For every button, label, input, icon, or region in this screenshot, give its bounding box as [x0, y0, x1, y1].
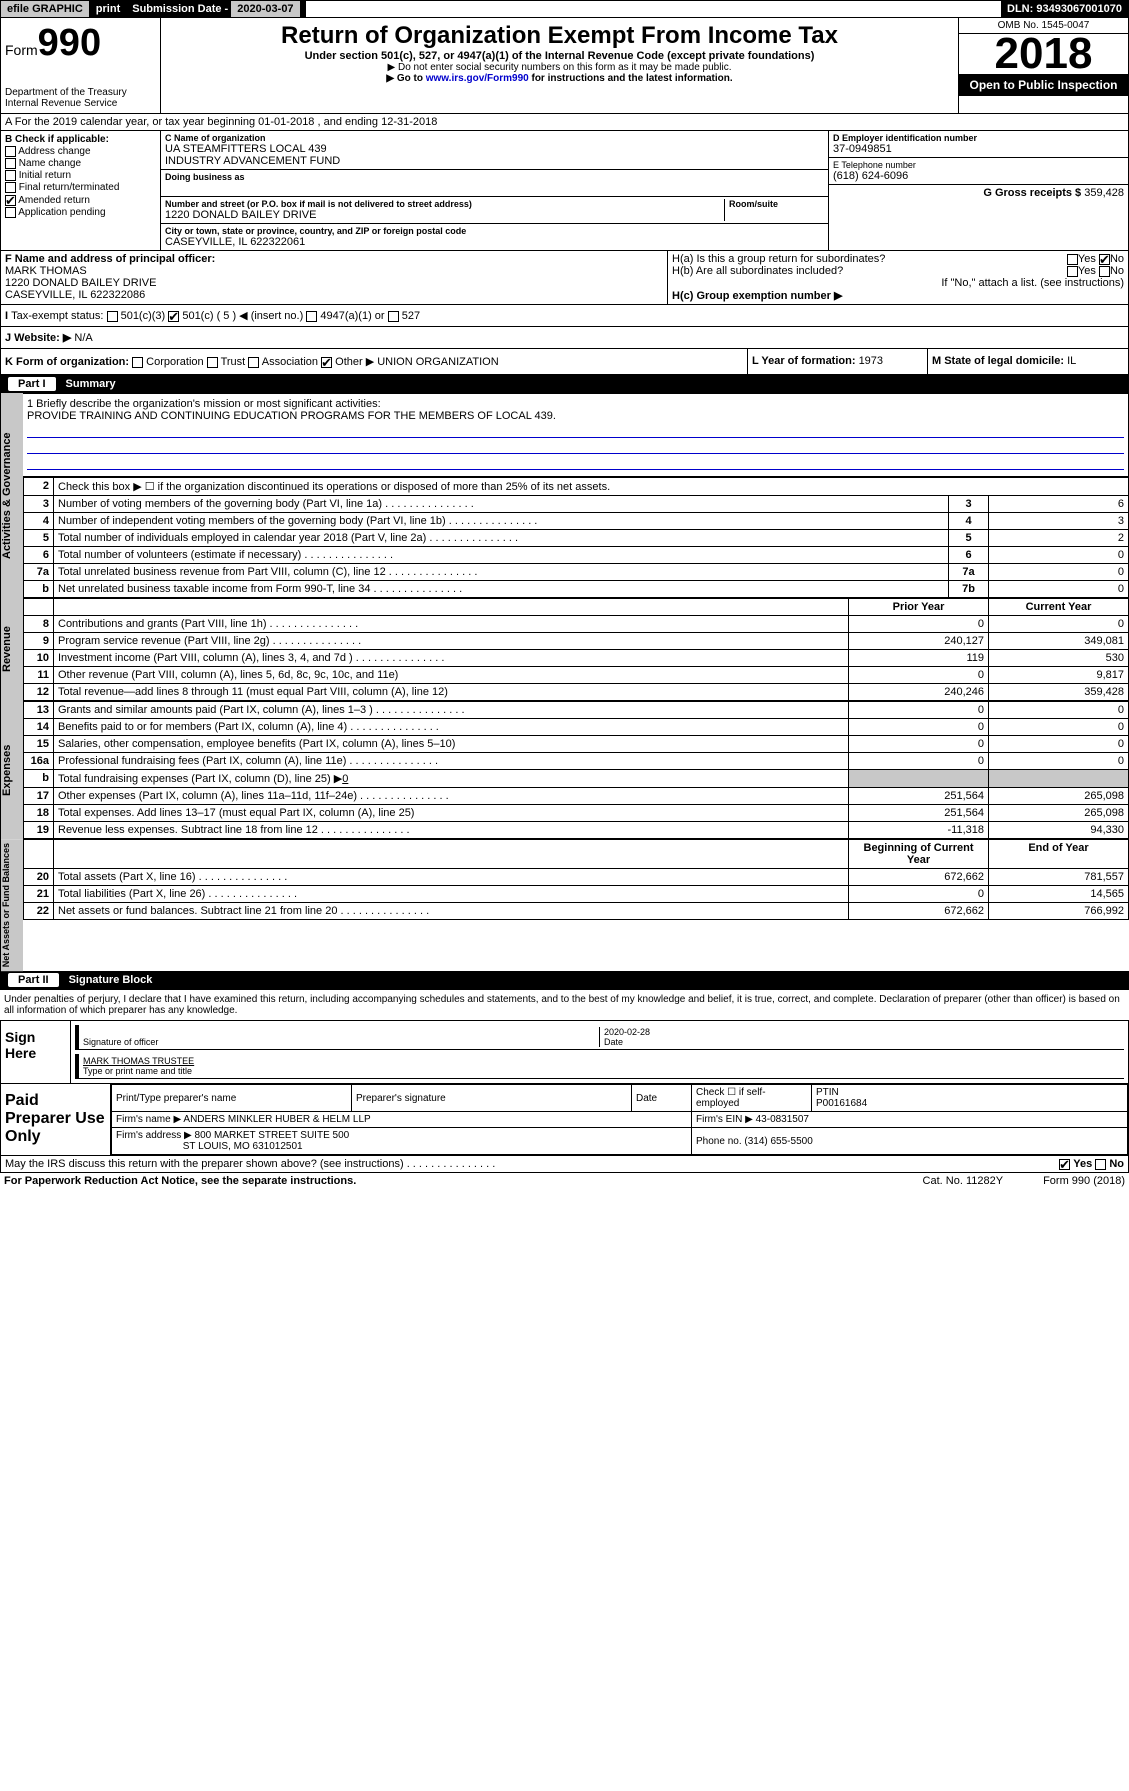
year-cell: OMB No. 1545-0047 2018 Open to Public In…: [958, 18, 1128, 113]
penalty-text: Under penalties of perjury, I declare th…: [0, 989, 1129, 1020]
501c3-checkbox[interactable]: [107, 311, 118, 322]
form-title: Return of Organization Exempt From Incom…: [165, 22, 954, 50]
k-corp[interactable]: [132, 357, 143, 368]
k-trust[interactable]: [207, 357, 218, 368]
klm-row: K Form of organization: Corporation Trus…: [0, 349, 1129, 375]
net-assets-section: Net Assets or Fund Balances Beginning of…: [0, 839, 1129, 971]
form-number-cell: Form990 Department of the Treasury Inter…: [1, 18, 161, 113]
501c-checkbox[interactable]: [168, 311, 179, 322]
footer-row: For Paperwork Reduction Act Notice, see …: [0, 1173, 1129, 1189]
activities-governance: Activities & Governance 1 Briefly descri…: [0, 393, 1129, 598]
bcg-row: B Check if applicable: Address change Na…: [0, 131, 1129, 251]
a-row: A For the 2019 calendar year, or tax yea…: [0, 114, 1129, 131]
ha-yes[interactable]: [1067, 254, 1078, 265]
fh-row: F Name and address of principal officer:…: [0, 251, 1129, 305]
discuss-no[interactable]: [1095, 1159, 1106, 1170]
header-row: Form990 Department of the Treasury Inter…: [0, 18, 1129, 114]
m-cell: M State of legal domicile: IL: [928, 349, 1128, 374]
h-cell: H(a) Is this a group return for subordin…: [668, 251, 1128, 304]
4947-checkbox[interactable]: [306, 311, 317, 322]
irs-link[interactable]: www.irs.gov/Form990: [426, 73, 529, 84]
sign-row: Sign Here Signature of officer 2020-02-2…: [0, 1020, 1129, 1084]
efile-label: efile GRAPHIC: [1, 1, 89, 17]
l-cell: L Year of formation: 1973: [748, 349, 928, 374]
dln: DLN: 93493067001070: [1001, 1, 1128, 17]
part2-header: Part IISignature Block: [0, 971, 1129, 989]
preparer-row: Paid Preparer Use Only Print/Type prepar…: [0, 1084, 1129, 1156]
initial-return-checkbox[interactable]: [5, 170, 16, 181]
527-checkbox[interactable]: [388, 311, 399, 322]
b-cell: B Check if applicable: Address change Na…: [1, 131, 161, 250]
addr-change-checkbox[interactable]: [5, 146, 16, 157]
discuss-yes[interactable]: [1059, 1159, 1070, 1170]
print-button[interactable]: print: [89, 1, 126, 17]
hb-yes[interactable]: [1067, 266, 1078, 277]
title-cell: Return of Organization Exempt From Incom…: [161, 18, 958, 113]
subdate-label: Submission Date - 2020-03-07: [126, 1, 305, 17]
hb-no[interactable]: [1099, 266, 1110, 277]
name-change-checkbox[interactable]: [5, 158, 16, 169]
top-bar: efile GRAPHIC print Submission Date - 20…: [0, 0, 1129, 18]
mission: 1 Briefly describe the organization's mi…: [23, 393, 1129, 477]
discuss-row: May the IRS discuss this return with the…: [0, 1156, 1129, 1173]
website-row: J Website: ▶ N/A: [0, 327, 1129, 349]
k-other[interactable]: [321, 357, 332, 368]
revenue-section: Revenue Prior YearCurrent Year 8Contribu…: [0, 598, 1129, 701]
right-col: D Employer identification number 37-0949…: [828, 131, 1128, 250]
app-pending-checkbox[interactable]: [5, 207, 16, 218]
amended-return-checkbox[interactable]: [5, 195, 16, 206]
part1-header: Part ISummary: [0, 375, 1129, 393]
tax-row: I Tax-exempt status: 501(c)(3) 501(c) ( …: [0, 305, 1129, 327]
k-cell: K Form of organization: Corporation Trus…: [1, 349, 748, 374]
f-cell: F Name and address of principal officer:…: [1, 251, 668, 304]
expenses-section: Expenses 13Grants and similar amounts pa…: [0, 701, 1129, 839]
c-cell: C Name of organization UA STEAMFITTERS L…: [161, 131, 828, 250]
k-assoc[interactable]: [248, 357, 259, 368]
ha-no[interactable]: [1099, 254, 1110, 265]
